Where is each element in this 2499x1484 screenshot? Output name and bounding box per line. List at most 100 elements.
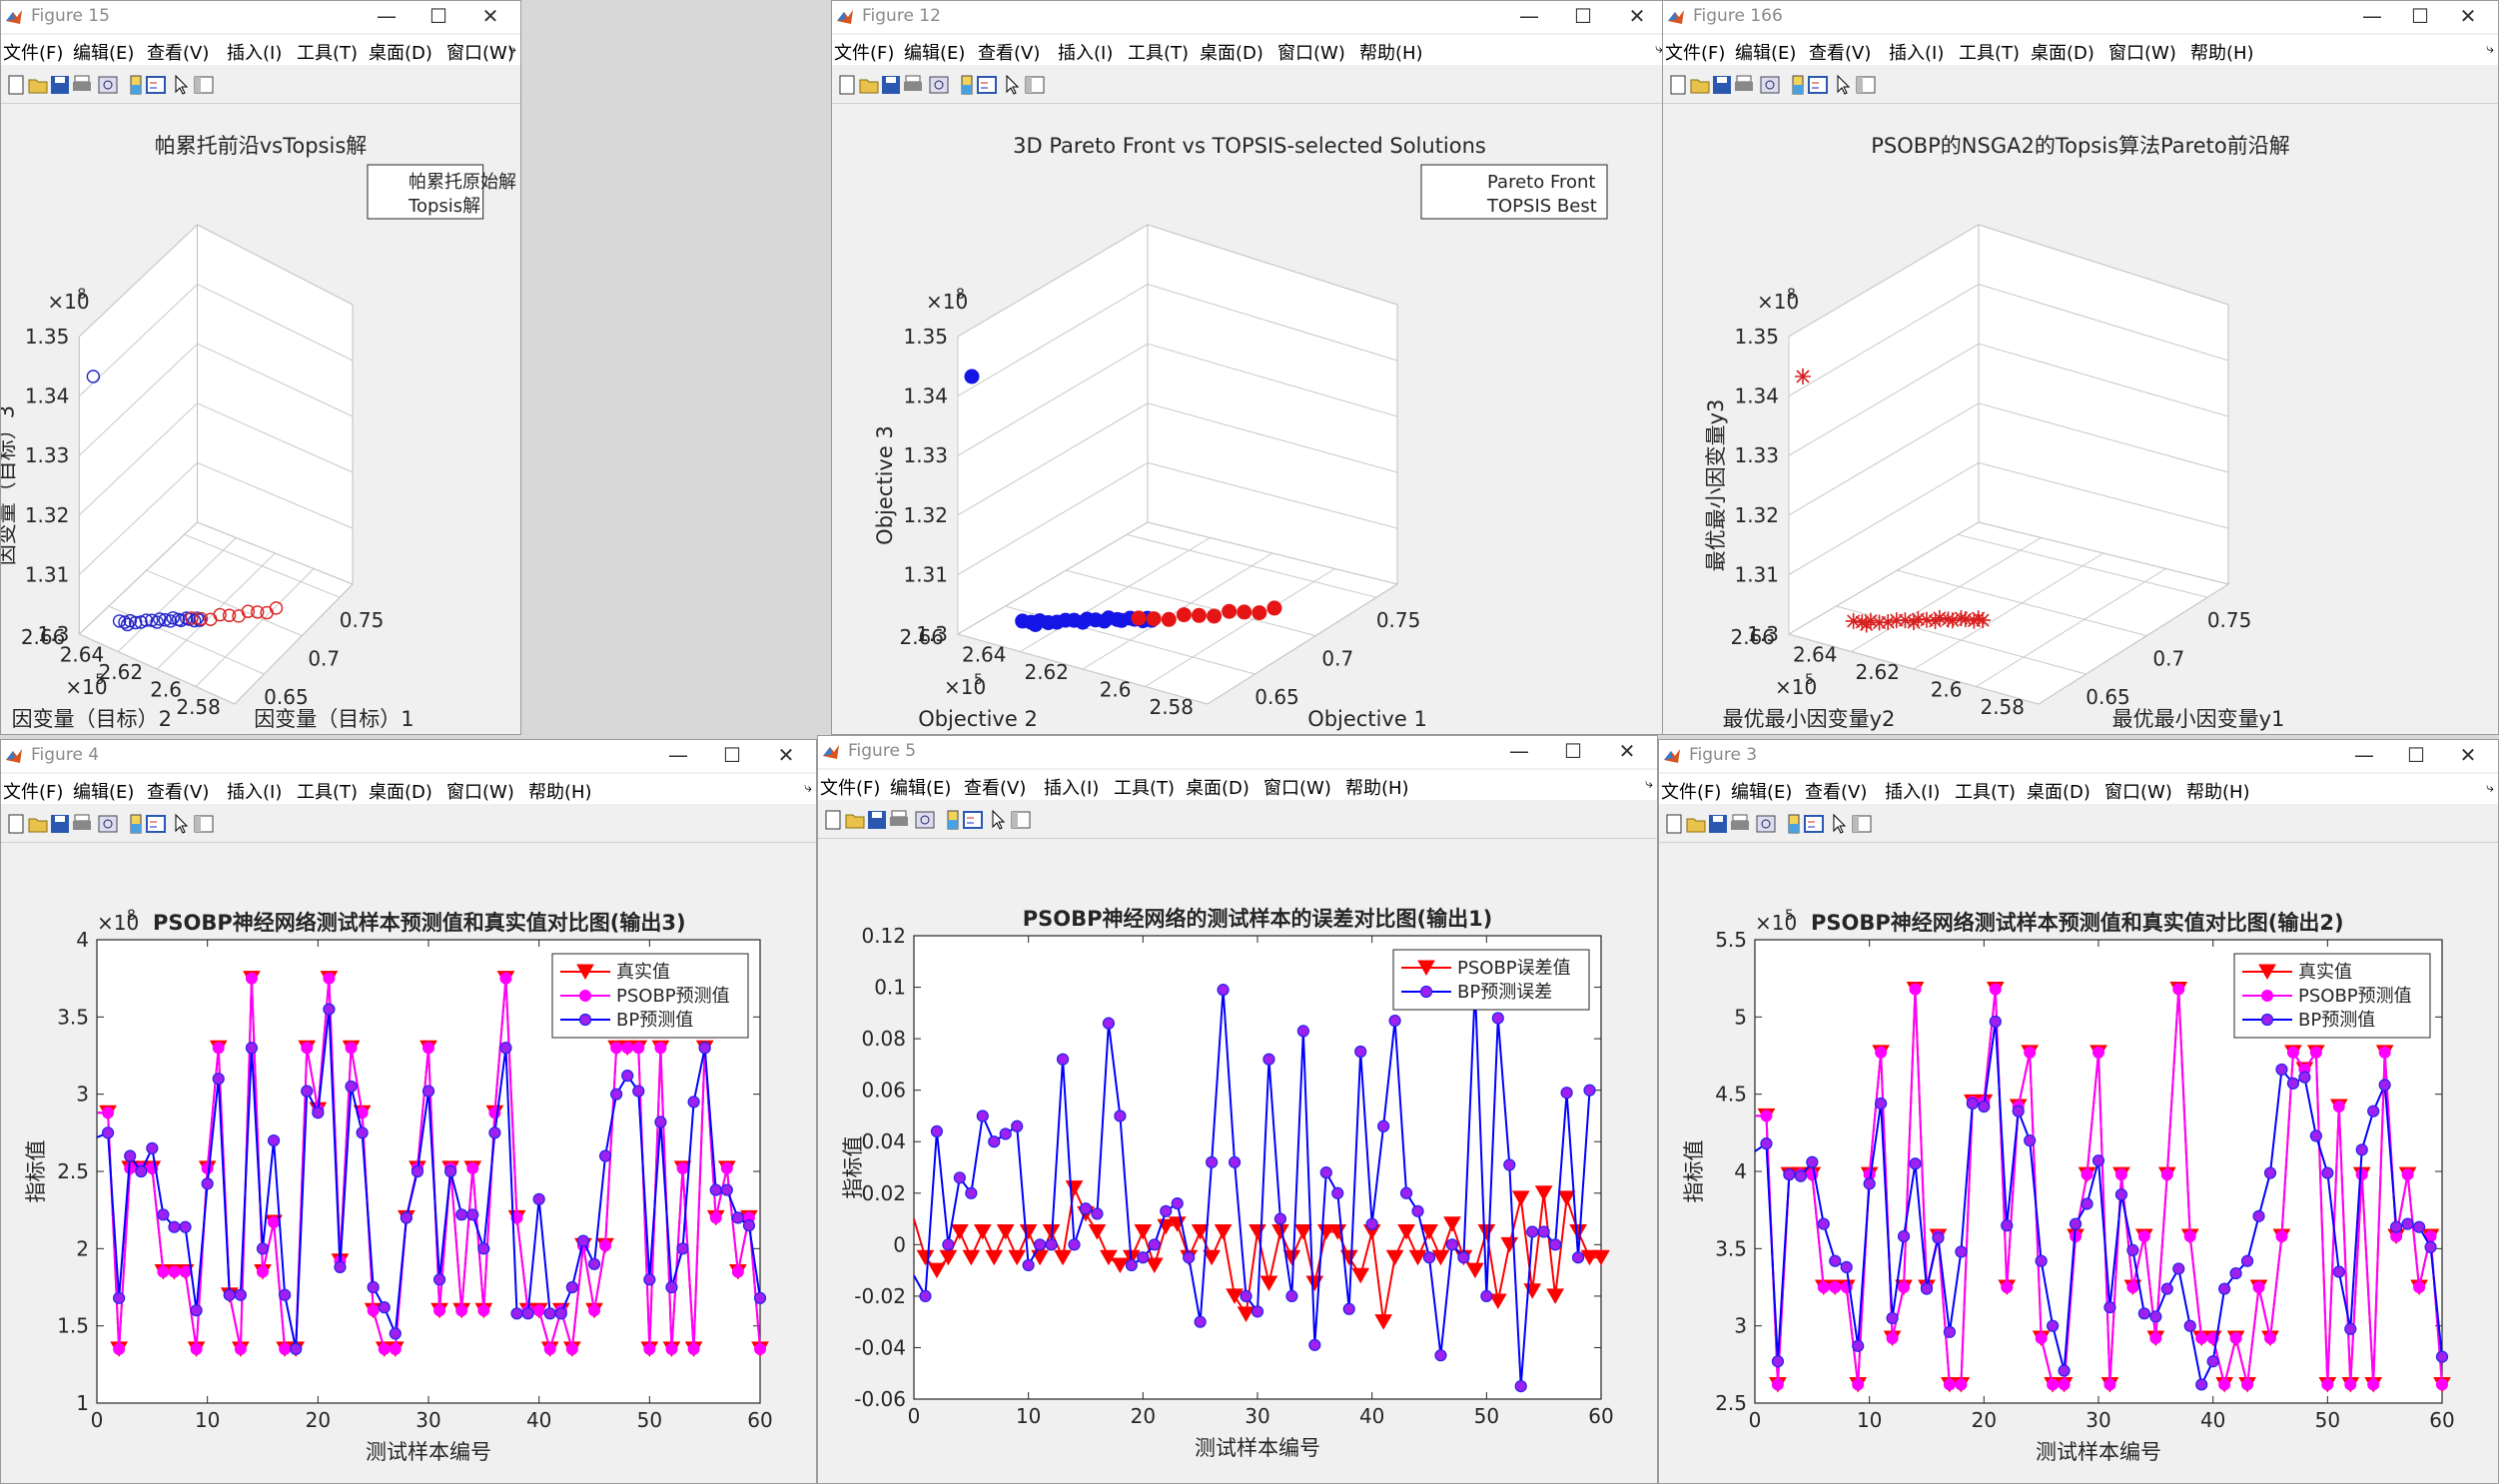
print-preview-icon[interactable]	[97, 813, 119, 835]
figure-canvas[interactable]: 0 10 20 30 40 50 60 -0.06 -0.04 -0.02 0 0.02 0.04 0.0…	[818, 840, 1657, 1483]
property-editor-icon[interactable]	[1851, 813, 1873, 835]
menu-item[interactable]: 帮助(H)	[2186, 782, 2250, 803]
menu-overflow-icon[interactable]: ⤷	[2486, 780, 2494, 796]
open-file-icon[interactable]	[844, 809, 866, 831]
pointer-icon[interactable]	[1002, 74, 1024, 96]
legend-icon[interactable]	[145, 813, 167, 835]
pointer-icon[interactable]	[1833, 74, 1855, 96]
maximize-button[interactable]: ☐	[429, 4, 447, 28]
menu-item[interactable]: 工具(T)	[1959, 43, 2021, 64]
menu-item[interactable]: 工具(T)	[297, 782, 359, 803]
menu-overflow-icon[interactable]: ⤷	[2486, 41, 2494, 57]
figure-canvas[interactable]: 0 10 20 30 40 50 60 2.5 3 3.5 4 4.5 5 5.5 ×10 5 PSOBP神经网…	[1659, 844, 2498, 1483]
menu-item[interactable]: 文件(F)	[3, 43, 64, 64]
new-figure-icon[interactable]	[5, 74, 27, 96]
new-figure-icon[interactable]	[5, 813, 27, 835]
figure-window-12[interactable]: Figure 12 — ☐ ✕ 文件(F) 编辑(E) 查看(V) 插入(I) 工具(T…	[831, 0, 1668, 735]
menu-item[interactable]: 帮助(H)	[528, 782, 592, 803]
menu-item[interactable]: 窗口(W)	[446, 43, 514, 64]
open-file-icon[interactable]	[27, 74, 49, 96]
menu-item[interactable]: 桌面(D)	[369, 43, 432, 64]
menu-item[interactable]: 插入(I)	[1044, 778, 1100, 799]
menu-item[interactable]: 窗口(W)	[1277, 43, 1345, 64]
open-file-icon[interactable]	[858, 74, 880, 96]
menu-item[interactable]: 插入(I)	[227, 43, 283, 64]
new-figure-icon[interactable]	[836, 74, 858, 96]
menu-item[interactable]: 编辑(E)	[890, 778, 952, 799]
menu-overflow-icon[interactable]: ⤷	[1645, 776, 1653, 792]
title-bar[interactable]: Figure 15 — ☐ ✕	[1, 1, 520, 33]
menu-item[interactable]: 插入(I)	[1885, 782, 1941, 803]
menu-item[interactable]: 查看(V)	[147, 782, 210, 803]
open-file-icon[interactable]	[1689, 74, 1711, 96]
menu-item[interactable]: 查看(V)	[978, 43, 1041, 64]
property-editor-icon[interactable]	[1024, 74, 1046, 96]
menu-item[interactable]: 查看(V)	[147, 43, 210, 64]
colorbar-icon[interactable]	[942, 809, 964, 831]
open-file-icon[interactable]	[1685, 813, 1707, 835]
menu-item[interactable]: 查看(V)	[1805, 782, 1868, 803]
figure-window-4[interactable]: Figure 4 — ☐ ✕ 文件(F) 编辑(E) 查看(V) 插入(I) 工具(T)…	[0, 739, 817, 1484]
legend-icon[interactable]	[976, 74, 998, 96]
legend-icon[interactable]	[145, 74, 167, 96]
legend-icon[interactable]	[1803, 813, 1825, 835]
print-icon[interactable]	[888, 809, 910, 831]
print-icon[interactable]	[1729, 813, 1751, 835]
minimize-button[interactable]: —	[2354, 743, 2374, 767]
menu-item[interactable]: 桌面(D)	[1200, 43, 1263, 64]
new-figure-icon[interactable]	[822, 809, 844, 831]
print-icon[interactable]	[71, 74, 93, 96]
close-button[interactable]: ✕	[2459, 743, 2477, 767]
menu-item[interactable]: 编辑(E)	[904, 43, 966, 64]
menu-item[interactable]: 帮助(H)	[1345, 778, 1409, 799]
title-bar[interactable]: Figure 4 — ☐ ✕	[1, 740, 816, 772]
maximize-button[interactable]: ☐	[2407, 743, 2425, 767]
figure-window-15[interactable]: Figure 15 — ☐ ✕ 文件(F) 编辑(E) 查看(V) 插入(I) 工具(T…	[0, 0, 521, 735]
print-preview-icon[interactable]	[914, 809, 936, 831]
figure-canvas[interactable]: 1.3 1.31 1.32 1.33 1.34 1.35 2.66 2.64 2.62 2.6 2.…	[832, 105, 1667, 734]
menu-item[interactable]: 查看(V)	[964, 778, 1027, 799]
menu-item[interactable]: 编辑(E)	[73, 43, 135, 64]
new-figure-icon[interactable]	[1663, 813, 1685, 835]
pointer-icon[interactable]	[1829, 813, 1851, 835]
save-icon[interactable]	[866, 809, 888, 831]
menu-item[interactable]: 工具(T)	[1114, 778, 1176, 799]
menu-item[interactable]: 查看(V)	[1809, 43, 1872, 64]
minimize-button[interactable]: —	[1519, 4, 1539, 28]
figure-canvas[interactable]: 1.3 1.31 1.32 1.33 1.34 1.35 2.66 2.64 2.62 2.6 2.…	[1663, 105, 2498, 734]
save-icon[interactable]	[49, 74, 71, 96]
minimize-button[interactable]: —	[1509, 739, 1529, 763]
legend-icon[interactable]	[1807, 74, 1829, 96]
figure-window-3[interactable]: Figure 3 — ☐ ✕ 文件(F) 编辑(E) 查看(V) 插入(I) 工具(T)…	[1658, 739, 2499, 1484]
menu-overflow-icon[interactable]: ⤷	[804, 780, 812, 796]
close-button[interactable]: ✕	[481, 4, 499, 28]
menu-item[interactable]: 插入(I)	[1889, 43, 1945, 64]
menu-item[interactable]: 文件(F)	[834, 43, 895, 64]
close-button[interactable]: ✕	[2459, 4, 2477, 28]
menu-item[interactable]: 工具(T)	[1955, 782, 2017, 803]
menu-item[interactable]: 文件(F)	[1665, 43, 1726, 64]
property-editor-icon[interactable]	[1010, 809, 1032, 831]
close-button[interactable]: ✕	[1628, 4, 1646, 28]
maximize-button[interactable]: ☐	[1574, 4, 1592, 28]
title-bar[interactable]: Figure 12 — ☐ ✕	[832, 1, 1667, 33]
chart-3d-pareto-front[interactable]: 1.3 1.31 1.32 1.33 1.34 1.35 2.66 2.64 2.62 2.6 2.…	[832, 105, 1667, 734]
save-icon[interactable]	[49, 813, 71, 835]
menu-item[interactable]: 窗口(W)	[446, 782, 514, 803]
property-editor-icon[interactable]	[193, 813, 215, 835]
chart-line-output3[interactable]: 0 10 20 30 40 50 60 1 1.5 2 2.5 3 3.5 4 ×108 PSOBP神经网络测…	[1, 844, 816, 1483]
maximize-button[interactable]: ☐	[723, 743, 741, 767]
print-icon[interactable]	[1733, 74, 1755, 96]
menu-item[interactable]: 桌面(D)	[2031, 43, 2094, 64]
legend-icon[interactable]	[962, 809, 984, 831]
title-bar[interactable]: Figure 3 — ☐ ✕	[1659, 740, 2498, 772]
minimize-button[interactable]: —	[377, 4, 397, 28]
print-icon[interactable]	[902, 74, 924, 96]
colorbar-icon[interactable]	[956, 74, 978, 96]
print-preview-icon[interactable]	[1755, 813, 1777, 835]
chart-3d-pareto-vs-topsis[interactable]: 1.3 1.31 1.32 1.33 1.34 1.35 2.662.642.622.62.…	[1, 105, 520, 734]
colorbar-icon[interactable]	[125, 813, 147, 835]
pointer-icon[interactable]	[171, 813, 193, 835]
property-editor-icon[interactable]	[193, 74, 215, 96]
figure-canvas[interactable]: 0 10 20 30 40 50 60 1 1.5 2 2.5 3 3.5 4 ×10 8 PSOBP神经网络测…	[1, 844, 816, 1483]
